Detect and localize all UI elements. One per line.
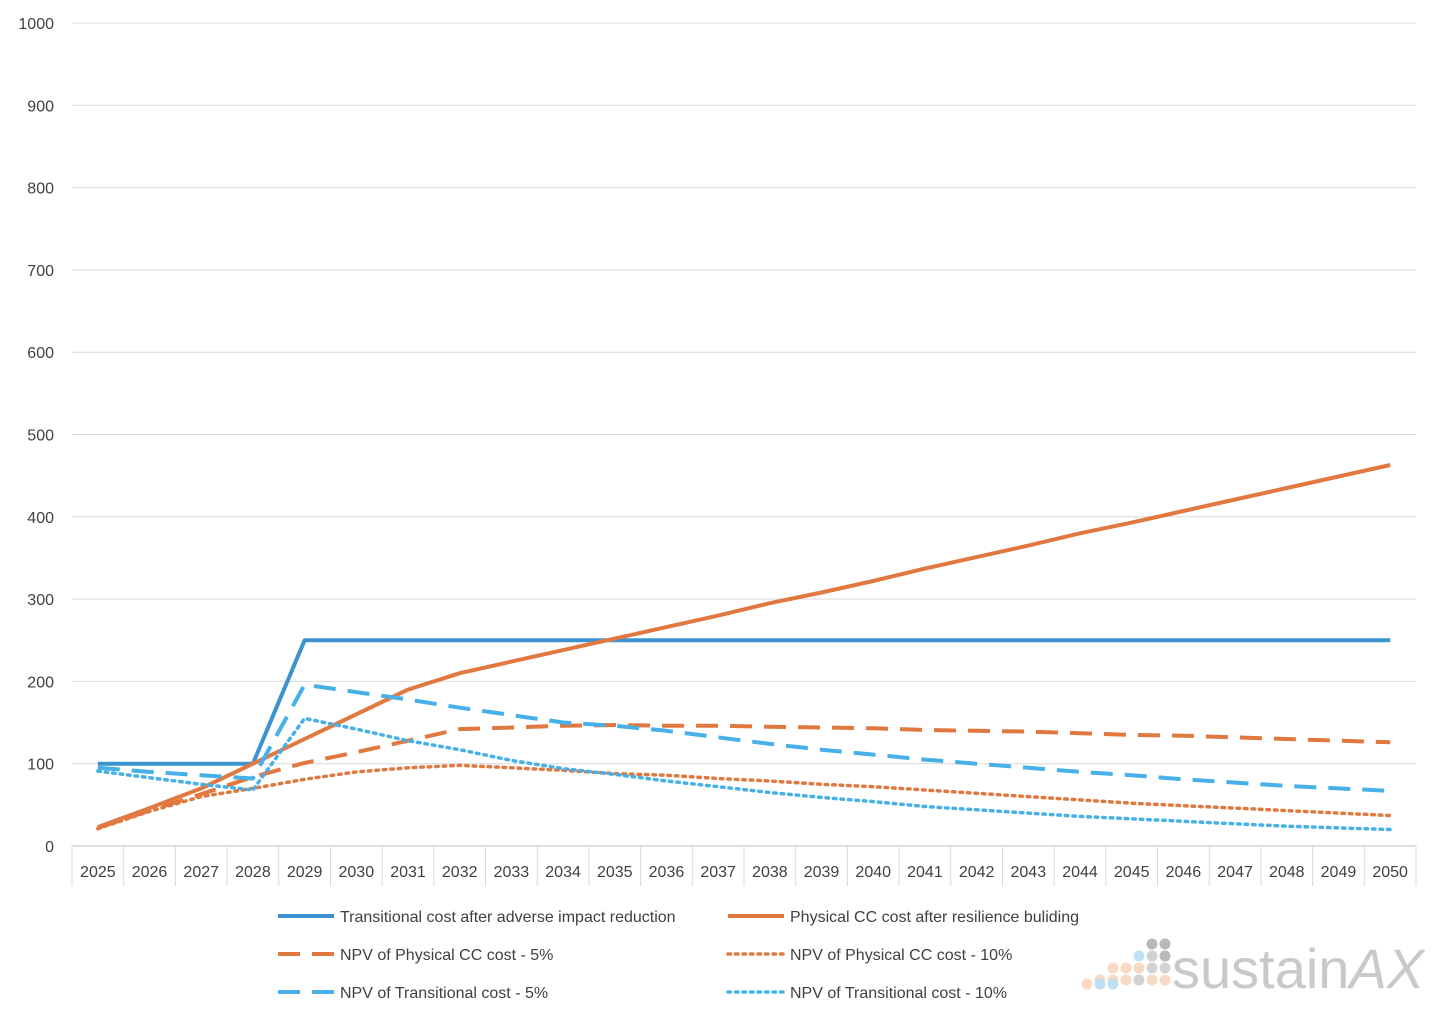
logo-dot <box>1107 978 1119 990</box>
x-tick-label: 2041 <box>907 864 943 881</box>
logo-dot <box>1146 938 1158 950</box>
y-axis-ticks: 0 100 200 300 400 500 600 700 800 900 1000 <box>18 16 54 856</box>
logo-dot <box>1159 950 1171 962</box>
x-tick-label: 2031 <box>390 864 426 881</box>
x-tick-label: 2038 <box>752 864 788 881</box>
x-tick-label: 2050 <box>1372 864 1408 881</box>
y-tick-label: 400 <box>27 510 54 527</box>
x-tick-label: 2048 <box>1269 864 1305 881</box>
logo-dot <box>1081 978 1093 990</box>
y-tick-label: 200 <box>27 674 54 691</box>
legend-label: NPV of Physical CC cost - 5% <box>340 947 553 964</box>
x-tick-label: 2042 <box>959 864 995 881</box>
legend-label: NPV of Physical CC cost - 10% <box>790 947 1012 964</box>
x-tick-label: 2037 <box>700 864 736 881</box>
y-tick-label: 700 <box>27 263 54 280</box>
x-tick-label: 2036 <box>649 864 685 881</box>
y-tick-label: 800 <box>27 181 54 198</box>
y-tick-label: 1000 <box>18 16 54 33</box>
series-line-6 <box>96 716 1392 832</box>
x-tick-label: 2027 <box>183 864 219 881</box>
x-tick-label: 2049 <box>1321 864 1357 881</box>
x-tick-label: 2045 <box>1114 864 1150 881</box>
legend-label: Physical CC cost after resilience bulidi… <box>790 909 1079 926</box>
series-line-1 <box>97 638 1391 766</box>
logo-dot <box>1094 978 1106 990</box>
legend: Transitional cost after adverse impact r… <box>278 909 1079 1002</box>
logo-dot <box>1107 962 1119 974</box>
x-axis-ticks: 2025 2026 2027 2028 2029 2030 2031 2032 2033 2034… <box>80 864 1408 881</box>
logo-dot <box>1159 938 1171 950</box>
x-tick-label: 2030 <box>339 864 375 881</box>
logo-dot <box>1159 974 1171 986</box>
x-tick-label: 2029 <box>287 864 323 881</box>
y-tick-label: 500 <box>27 428 54 445</box>
logo-dot <box>1120 974 1132 986</box>
x-tick-label: 2040 <box>855 864 891 881</box>
logo-dot <box>1159 962 1171 974</box>
grid-lines <box>72 22 1416 765</box>
sustainax-logo: sustainAX <box>1081 937 1427 1000</box>
series-line-4 <box>96 763 1392 831</box>
logo-dot <box>1133 950 1145 962</box>
x-tick-label: 2035 <box>597 864 633 881</box>
x-tick-label: 2046 <box>1166 864 1202 881</box>
y-tick-label: 600 <box>27 345 54 362</box>
legend-label: NPV of Transitional cost - 5% <box>340 985 548 1002</box>
logo-dot <box>1146 974 1158 986</box>
legend-label: Transitional cost after adverse impact r… <box>340 909 676 926</box>
logo-dot <box>1133 962 1145 974</box>
y-tick-label: 900 <box>27 98 54 115</box>
series-line-3 <box>97 723 1391 830</box>
y-tick-label: 300 <box>27 592 54 609</box>
x-tick-label: 2025 <box>80 864 116 881</box>
x-tick-label: 2039 <box>804 864 840 881</box>
series-line-2 <box>97 463 1391 829</box>
x-tick-label: 2034 <box>545 864 581 881</box>
series-lines <box>96 463 1392 832</box>
x-tick-label: 2043 <box>1011 864 1047 881</box>
series-line-5 <box>97 682 1391 793</box>
x-axis <box>71 845 1417 886</box>
logo-dot <box>1146 962 1158 974</box>
x-tick-label: 2047 <box>1217 864 1253 881</box>
y-tick-label: 0 <box>45 839 54 856</box>
x-tick-label: 2044 <box>1062 864 1098 881</box>
x-tick-label: 2032 <box>442 864 478 881</box>
logo-wordmark: sustainAX <box>1172 937 1427 1000</box>
logo-dot <box>1120 962 1132 974</box>
y-tick-label: 100 <box>27 757 54 774</box>
legend-label: NPV of Transitional cost - 10% <box>790 985 1007 1002</box>
x-tick-label: 2028 <box>235 864 271 881</box>
logo-dot <box>1133 974 1145 986</box>
x-tick-label: 2033 <box>494 864 530 881</box>
logo-dot <box>1146 950 1158 962</box>
x-tick-label: 2026 <box>132 864 168 881</box>
